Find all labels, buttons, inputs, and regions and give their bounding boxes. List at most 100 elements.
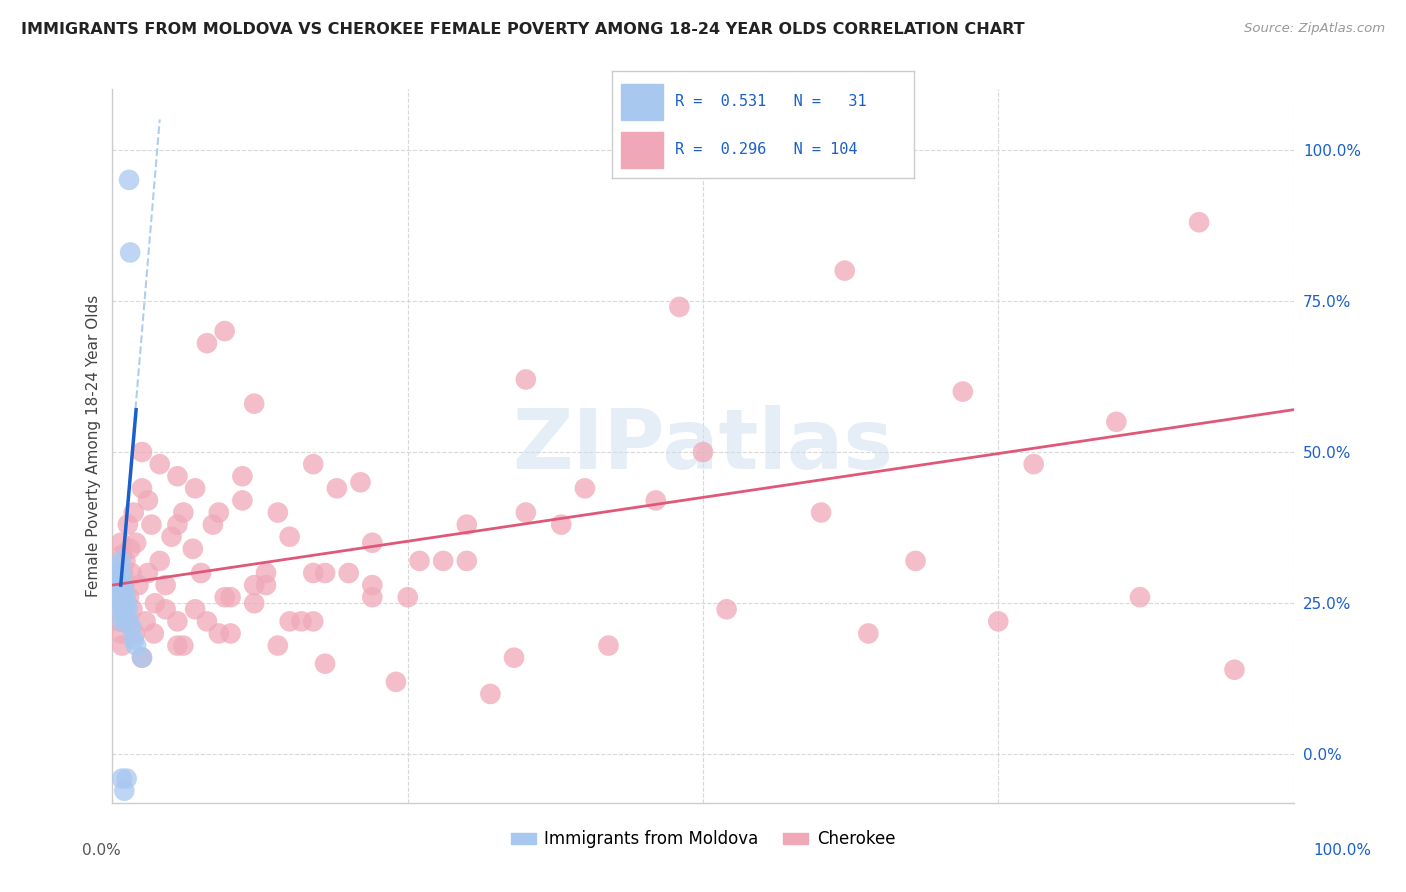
Point bbox=[136, 493, 159, 508]
Point bbox=[314, 657, 336, 671]
Point bbox=[181, 541, 204, 556]
Point bbox=[361, 578, 384, 592]
Point bbox=[155, 578, 177, 592]
Point bbox=[112, 578, 135, 592]
Text: 0.0%: 0.0% bbox=[82, 843, 121, 858]
Point bbox=[243, 578, 266, 592]
Point bbox=[834, 161, 856, 175]
Point bbox=[143, 596, 166, 610]
Point bbox=[114, 554, 136, 568]
Point bbox=[111, 548, 134, 562]
Point bbox=[1188, 215, 1211, 229]
Point bbox=[692, 445, 714, 459]
Point bbox=[396, 590, 419, 604]
Point bbox=[952, 384, 974, 399]
Point bbox=[214, 590, 236, 604]
Point bbox=[201, 517, 224, 532]
Point bbox=[195, 615, 218, 629]
Point bbox=[644, 493, 666, 508]
Point bbox=[110, 554, 132, 568]
Point bbox=[987, 615, 1010, 629]
Point bbox=[810, 506, 832, 520]
Point bbox=[112, 566, 135, 580]
Point bbox=[208, 626, 231, 640]
Point bbox=[118, 590, 141, 604]
Text: IMMIGRANTS FROM MOLDOVA VS CHEROKEE FEMALE POVERTY AMONG 18-24 YEAR OLDS CORRELA: IMMIGRANTS FROM MOLDOVA VS CHEROKEE FEMA… bbox=[21, 22, 1025, 37]
Point bbox=[108, 615, 131, 629]
Point bbox=[127, 578, 149, 592]
Point bbox=[114, 608, 136, 623]
Point bbox=[131, 445, 153, 459]
Point bbox=[107, 560, 129, 574]
Point bbox=[184, 481, 207, 495]
Point bbox=[166, 517, 188, 532]
Point bbox=[124, 626, 146, 640]
Point bbox=[166, 615, 188, 629]
Point bbox=[302, 615, 325, 629]
Text: R =  0.531   N =   31: R = 0.531 N = 31 bbox=[675, 94, 866, 109]
Point bbox=[110, 535, 132, 549]
Point bbox=[110, 626, 132, 640]
Point bbox=[120, 541, 142, 556]
Point bbox=[1022, 457, 1045, 471]
Point bbox=[136, 566, 159, 580]
Point bbox=[117, 517, 139, 532]
Point bbox=[574, 481, 596, 495]
Point bbox=[361, 590, 384, 604]
Bar bbox=[620, 132, 664, 168]
Point bbox=[254, 578, 277, 592]
Point bbox=[195, 336, 218, 351]
Point bbox=[408, 554, 430, 568]
Point bbox=[111, 590, 134, 604]
Point bbox=[117, 602, 139, 616]
Point bbox=[184, 602, 207, 616]
Point bbox=[142, 626, 165, 640]
Point bbox=[107, 578, 129, 592]
Point bbox=[231, 469, 253, 483]
Point bbox=[111, 615, 134, 629]
Point bbox=[112, 584, 135, 599]
Point bbox=[108, 566, 131, 580]
Point bbox=[172, 506, 194, 520]
Point bbox=[326, 481, 349, 495]
Point bbox=[112, 578, 135, 592]
Point bbox=[231, 493, 253, 508]
Point bbox=[120, 620, 142, 634]
Point bbox=[432, 554, 454, 568]
Point bbox=[115, 596, 138, 610]
Point bbox=[550, 517, 572, 532]
Point bbox=[111, 566, 134, 580]
Point bbox=[290, 615, 312, 629]
Point bbox=[456, 554, 478, 568]
Point bbox=[112, 596, 135, 610]
Point bbox=[243, 596, 266, 610]
Point bbox=[111, 772, 134, 786]
Point bbox=[107, 590, 129, 604]
Point bbox=[361, 535, 384, 549]
Point bbox=[214, 324, 236, 338]
Point bbox=[278, 530, 301, 544]
Point bbox=[190, 566, 212, 580]
Point bbox=[834, 263, 856, 277]
Point bbox=[598, 639, 620, 653]
Point bbox=[110, 602, 132, 616]
Point bbox=[149, 554, 172, 568]
Point bbox=[267, 506, 290, 520]
Point bbox=[108, 578, 131, 592]
Point bbox=[111, 639, 134, 653]
Bar bbox=[620, 84, 664, 120]
Point bbox=[118, 615, 141, 629]
Point bbox=[149, 457, 172, 471]
Point bbox=[155, 602, 177, 616]
Text: Source: ZipAtlas.com: Source: ZipAtlas.com bbox=[1244, 22, 1385, 36]
Point bbox=[115, 772, 138, 786]
Point bbox=[112, 608, 135, 623]
Point bbox=[141, 517, 163, 532]
Point bbox=[243, 397, 266, 411]
Point bbox=[479, 687, 502, 701]
Point bbox=[349, 475, 371, 490]
Point bbox=[115, 615, 138, 629]
Point bbox=[114, 590, 136, 604]
Point bbox=[105, 572, 128, 586]
Point bbox=[135, 615, 157, 629]
